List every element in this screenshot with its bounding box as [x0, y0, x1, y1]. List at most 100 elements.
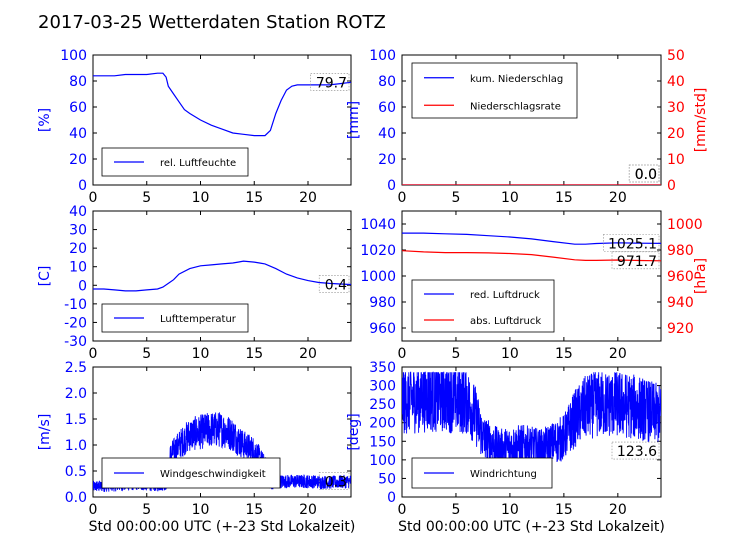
y-tick-label: 20: [69, 152, 87, 168]
y-tick-label: 40: [69, 204, 87, 220]
x-tick-label: 10: [192, 346, 210, 362]
y-tick-label: 350: [369, 360, 396, 376]
y-tick-label: 60: [378, 100, 396, 116]
x-tick-label: 0: [398, 502, 407, 518]
legend-label: Niederschlagsrate: [470, 101, 561, 112]
x-tick-label: 0: [89, 502, 98, 518]
y-tick-label: 30: [69, 223, 87, 239]
y-axis-label: [m/s]: [37, 414, 53, 451]
y2-tick-label: 20: [667, 126, 685, 142]
y-tick-label: 0: [387, 490, 396, 506]
x-axis-label: Std 00:00:00 UTC (+-23 Std Lokalzeit): [89, 519, 356, 535]
y2-tick-label: 40: [667, 74, 685, 90]
y2-axis-label: [hPa]: [693, 258, 709, 294]
last-value-box: [611, 441, 660, 460]
y-axis-label: [C]: [37, 266, 53, 287]
last-value-box: [318, 275, 350, 293]
legend-windspeed: Windgeschwindigkeit: [101, 457, 281, 489]
x-tick-label: 0: [89, 190, 98, 206]
legend-label: Lufttemperatur: [160, 314, 237, 325]
legend-winddirection: Windrichtung: [411, 457, 553, 489]
legend-precipitation: kum. Niederschlag Niederschlagsrate: [411, 62, 578, 119]
y-tick-label: 0.0: [65, 490, 87, 506]
x-tick-label: 10: [501, 346, 519, 362]
y-tick-label: 20: [69, 241, 87, 257]
y2-tick-label: 940: [667, 295, 694, 311]
y-tick-label: 80: [69, 74, 87, 90]
y-tick-label: 1.5: [65, 412, 87, 428]
chart-windspeed: 0 5 10 15 20 0.0 0.5 1.0 1.5 2.0 2.5 [m/s] Std 00:00…: [37, 360, 355, 535]
y-tick-label: 1000: [360, 269, 396, 285]
legend-label: abs. Luftdruck: [470, 316, 541, 327]
series-line-temperature-0: [93, 260, 351, 292]
legend-pressure: red. Luftdruck abs. Luftdruck: [411, 279, 555, 333]
y2-tick-label: 10: [667, 152, 685, 168]
series-line-pressure-0: [402, 232, 661, 245]
x-tick-label: 20: [609, 190, 627, 206]
y-axis-label: [%]: [37, 108, 53, 132]
x-tick-label: 0: [398, 346, 407, 362]
y-tick-label: 80: [378, 74, 396, 90]
y-tick-label: 300: [369, 379, 396, 395]
x-tick-label: 10: [192, 502, 210, 518]
y-tick-label: 40: [378, 126, 396, 142]
y-tick-label: 20: [378, 152, 396, 168]
last-value-label: 0.3: [325, 474, 347, 490]
y-tick-label: 1020: [360, 243, 396, 259]
legend-temperature: Lufttemperatur: [101, 303, 249, 333]
y-tick-label: 1.0: [65, 438, 87, 454]
x-tick-label: 5: [142, 190, 151, 206]
x-tick-label: 0: [398, 190, 407, 206]
y-tick-label: -20: [64, 315, 87, 331]
legend-box: [411, 62, 578, 119]
x-tick-label: 5: [451, 502, 460, 518]
x-tick-label: 20: [299, 190, 317, 206]
legend-box: [411, 279, 555, 333]
last-value-label: 0.0: [635, 167, 657, 183]
y-tick-label: 0.5: [65, 464, 87, 480]
x-tick-label: 10: [192, 190, 210, 206]
y-axis-label: [mm]: [346, 101, 362, 139]
last-value-box: [318, 472, 350, 490]
x-tick-label: 5: [451, 190, 460, 206]
y-tick-label: 960: [369, 321, 396, 337]
y-tick-label: 2.0: [65, 386, 87, 402]
y-axis-label: [deg]: [346, 413, 362, 450]
y-tick-label: 100: [369, 453, 396, 469]
y-tick-label: 0: [78, 278, 87, 294]
last-value-label: 0.4: [325, 278, 347, 294]
last-value-box: [310, 73, 350, 91]
x-tick-label: 10: [501, 190, 519, 206]
y-tick-label: 100: [369, 48, 396, 64]
x-tick-label: 20: [609, 502, 627, 518]
x-axis-label: Std 00:00:00 UTC (+-23 Std Lokalzeit): [398, 519, 665, 535]
last-value-box: [611, 251, 660, 270]
y-tick-label: 150: [369, 434, 396, 450]
y2-axis-label: [mm/std]: [693, 88, 709, 153]
legend-label: red. Luftdruck: [470, 290, 540, 301]
y2-tick-label: 980: [667, 243, 694, 259]
y2-tick-label: 920: [667, 321, 694, 337]
last-value-label: 0.0: [635, 167, 657, 183]
x-tick-label: 15: [555, 190, 573, 206]
legend-humidity: rel. Luftfeuchte: [101, 147, 249, 177]
y-tick-label: 10: [69, 260, 87, 276]
series-line-humidity-0: [93, 72, 351, 137]
y2-tick-label: 0: [667, 178, 676, 194]
y-tick-label: 0: [387, 178, 396, 194]
x-tick-label: 20: [299, 346, 317, 362]
x-tick-label: 20: [609, 346, 627, 362]
x-tick-label: 15: [555, 346, 573, 362]
legend-label: Windgeschwindigkeit: [160, 469, 266, 480]
y-tick-label: 60: [69, 100, 87, 116]
y-tick-label: 50: [378, 471, 396, 487]
chart-pressure: 0 5 10 15 20 960 980 1000 1020 1040 920 940 960 980 10…: [360, 210, 709, 362]
last-value-label: 971.7: [617, 254, 657, 270]
x-tick-label: 20: [299, 502, 317, 518]
last-value-label: 1025.1: [608, 236, 657, 252]
y-tick-label: 250: [369, 397, 396, 413]
x-tick-label: 5: [142, 346, 151, 362]
chart-temperature: 0 5 10 15 20 -30 -20 -10 0 10 20 30 40 [C] 0.4 Lufttemp…: [37, 204, 352, 362]
